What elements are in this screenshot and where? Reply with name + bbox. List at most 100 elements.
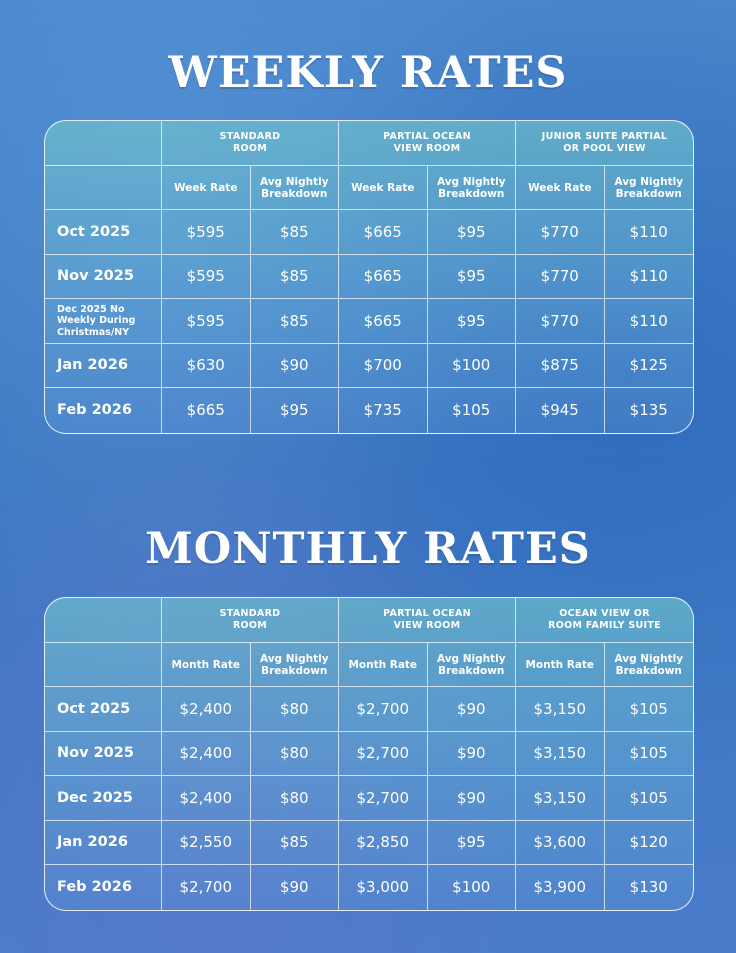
rate-cell: $770 [516, 299, 605, 344]
rate-cell: $2,700 [339, 776, 428, 821]
rate-cell: $80 [250, 687, 340, 732]
weekly-rates-table: STANDARD ROOM PARTIAL OCEAN VIEW ROOM JUNI… [44, 120, 695, 434]
rate-cell: $95 [427, 210, 517, 255]
table-row: Nov 2025 $595 $85 $665 $95 $770 $110 [45, 254, 694, 299]
rate-cell: $85 [250, 820, 340, 865]
rate-cell: $105 [428, 388, 517, 433]
monthly-rates-title: MONTHLY RATES [145, 524, 591, 574]
table-row: Nov 2025 $2,400 $80 $2,700 $90 $3,150 $1… [45, 731, 694, 776]
row-month-label: Dec 2025 [45, 776, 162, 821]
rate-cell: $875 [516, 343, 605, 388]
table-row: Jan 2026 $630 $90 $700 $100 $875 $125 [45, 343, 694, 388]
table-row: Jan 2026 $2,550 $85 $2,850 $95 $3,600 $1… [45, 820, 694, 865]
rate-cell: $945 [516, 388, 605, 433]
rate-cell: $3,150 [516, 776, 605, 821]
rate-cell: $2,400 [162, 687, 251, 732]
row-month-label: Jan 2026 [45, 343, 162, 388]
corner-cell [45, 166, 162, 210]
subheader: Avg Nightly Breakdown [427, 643, 517, 687]
subheader: Week Rate [162, 166, 251, 210]
table-row: Feb 2026 $2,700 $90 $3,000 $100 $3,900 $… [45, 865, 693, 910]
rate-cell: $85 [250, 254, 340, 299]
rate-cell: $3,150 [516, 731, 605, 776]
rate-cell: $80 [250, 776, 340, 821]
rate-cell: $770 [516, 210, 605, 255]
rate-cell: $95 [427, 299, 517, 344]
rate-cell: $665 [339, 299, 428, 344]
monthly-subheader-row: Month Rate Avg Nightly Breakdown Month Ra… [45, 643, 694, 687]
subheader: Week Rate [516, 166, 605, 210]
group-header-junior-suite: JUNIOR SUITE PARTIAL OR POOL VIEW [516, 121, 694, 166]
rate-cell: $95 [251, 388, 340, 433]
subheader: Avg Nightly Breakdown [604, 643, 694, 687]
rate-cell: $105 [604, 687, 694, 732]
row-month-label: Feb 2026 [45, 388, 162, 433]
rate-cell: $130 [629, 878, 668, 897]
rate-cell: $2,550 [162, 820, 251, 865]
rate-cell: $90 [250, 343, 340, 388]
rate-cell: $3,600 [516, 820, 605, 865]
rate-cell: $125 [604, 344, 694, 388]
table-row: Dec 2025 No Weekly During Christmas/NY $59… [45, 299, 694, 344]
rate-cell: $2,700 [339, 687, 428, 732]
rate-cell: $3,900 [516, 865, 605, 910]
weekly-rates-title: WEEKLY RATES [168, 48, 568, 98]
group-header-ocean-view-family: OCEAN VIEW OR ROOM FAMILY SUITE [516, 598, 694, 643]
rate-cell: $90 [251, 865, 340, 910]
rate-cell: $595 [162, 254, 251, 299]
rate-cell: $105 [604, 776, 694, 821]
rate-cell: $3,000 [339, 865, 428, 910]
subheader: Avg Nightly Breakdown [427, 166, 517, 210]
rate-cell: $90 [427, 731, 517, 776]
group-header-standard: STANDARD ROOM [162, 598, 340, 643]
rate-cell: $90 [427, 687, 517, 732]
rate-cell: $85 [250, 299, 340, 344]
rate-cell: $665 [339, 254, 428, 299]
rate-cell: $665 [339, 210, 428, 255]
rate-cell: $700 [339, 343, 428, 388]
rate-cell: $100 [428, 865, 517, 910]
row-month-label: Oct 2025 [45, 687, 162, 732]
group-header-partial-ocean: PARTIAL OCEAN VIEW ROOM [339, 121, 517, 166]
subheader: Week Rate [339, 166, 428, 210]
subheader: Avg Nightly Breakdown [604, 166, 694, 210]
rate-cell: $595 [162, 210, 251, 255]
rate-cell: $110 [604, 210, 694, 255]
group-header-partial-ocean: PARTIAL OCEAN VIEW ROOM [339, 598, 517, 643]
rate-cell: $80 [250, 731, 340, 776]
rate-cell: $110 [604, 299, 694, 344]
table-row: Oct 2025 $595 $85 $665 $95 $770 $110 [45, 210, 694, 255]
rate-cell: $95 [427, 820, 517, 865]
subheader: Month Rate [339, 643, 428, 687]
rate-cell: $90 [427, 776, 517, 821]
weekly-subheader-row: Week Rate Avg Nightly Breakdown Week Rate… [45, 166, 694, 210]
corner-cell [45, 598, 162, 643]
row-month-label: Nov 2025 [45, 254, 162, 299]
rate-cell: $2,850 [339, 820, 428, 865]
weekly-group-header-row: STANDARD ROOM PARTIAL OCEAN VIEW ROOM JUNI… [45, 121, 694, 166]
rate-cell: $630 [162, 343, 251, 388]
subheader: Avg Nightly Breakdown [250, 643, 340, 687]
rate-cell: $2,700 [339, 731, 428, 776]
row-month-label: Dec 2025 No Weekly During Christmas/NY [45, 299, 162, 344]
subheader: Month Rate [516, 643, 605, 687]
rate-cell: $120 [604, 821, 694, 865]
rate-cell: $3,150 [516, 687, 605, 732]
rate-cell: $110 [604, 255, 694, 299]
rate-cell: $2,400 [162, 776, 251, 821]
table-row: Dec 2025 $2,400 $80 $2,700 $90 $3,150 $1… [45, 776, 694, 821]
row-month-label: Feb 2026 [45, 865, 162, 910]
table-row: Feb 2026 $665 $95 $735 $105 $945 $135 [45, 388, 693, 433]
table-row: Oct 2025 $2,400 $80 $2,700 $90 $3,150 $1… [45, 687, 694, 732]
rate-cell: $770 [516, 254, 605, 299]
rate-cell: $2,700 [162, 865, 251, 910]
subheader: Avg Nightly Breakdown [250, 166, 340, 210]
group-header-standard: STANDARD ROOM [162, 121, 340, 166]
rate-cell: $105 [604, 732, 694, 776]
rate-cell: $595 [162, 299, 251, 344]
rate-cell: $735 [339, 388, 428, 433]
monthly-group-header-row: STANDARD ROOM PARTIAL OCEAN VIEW ROOM OCEA… [45, 598, 694, 643]
rate-cell: $85 [250, 210, 340, 255]
rate-cell: $135 [629, 401, 668, 420]
row-month-label: Nov 2025 [45, 731, 162, 776]
